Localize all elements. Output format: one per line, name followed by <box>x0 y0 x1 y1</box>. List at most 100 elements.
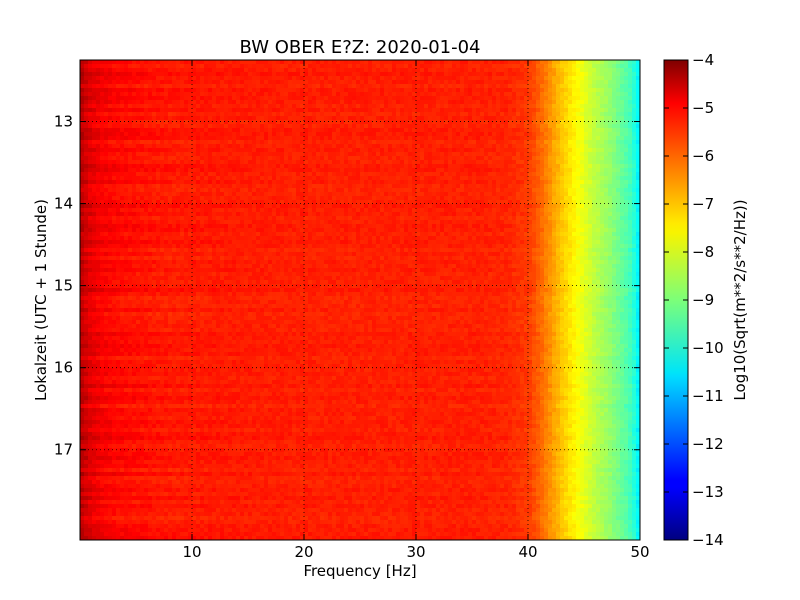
heatmap-cell <box>464 132 469 137</box>
heatmap-cell <box>272 112 277 117</box>
heatmap-cell <box>268 148 273 153</box>
heatmap-cell <box>364 60 369 65</box>
heatmap-cell <box>632 188 637 193</box>
heatmap-cell <box>604 128 609 133</box>
heatmap-cell <box>356 64 361 69</box>
heatmap-cell <box>552 180 557 185</box>
heatmap-cell <box>556 136 561 141</box>
heatmap-cell <box>580 96 585 101</box>
heatmap-cell <box>276 104 281 109</box>
heatmap-cell <box>244 76 249 81</box>
heatmap-cell <box>356 140 361 145</box>
heatmap-cell <box>332 176 337 181</box>
heatmap-cell <box>284 68 289 73</box>
heatmap-cell <box>552 168 557 173</box>
heatmap-cell <box>356 72 361 77</box>
heatmap-cell <box>224 64 229 69</box>
heatmap-cell <box>224 88 229 93</box>
heatmap-cell <box>112 164 117 169</box>
heatmap-cell <box>428 164 433 169</box>
heatmap-cell <box>500 112 505 117</box>
heatmap-cell <box>392 92 397 97</box>
heatmap-cell <box>584 116 589 121</box>
heatmap-cell <box>404 164 409 169</box>
heatmap-cell <box>268 168 273 173</box>
heatmap-cell <box>424 68 429 73</box>
heatmap-cell <box>572 180 577 185</box>
heatmap-cell <box>136 80 141 85</box>
heatmap-cell <box>112 128 117 133</box>
heatmap-cell <box>548 136 553 141</box>
heatmap-cell <box>128 176 133 181</box>
heatmap-cell <box>420 76 425 81</box>
heatmap-cell <box>404 72 409 77</box>
heatmap-cell <box>384 64 389 69</box>
heatmap-cell <box>476 96 481 101</box>
heatmap-cell <box>112 76 117 81</box>
heatmap-cell <box>444 120 449 125</box>
heatmap-cell <box>220 132 225 137</box>
heatmap-cell <box>464 196 469 201</box>
heatmap-cell <box>200 152 205 157</box>
heatmap-cell <box>340 164 345 169</box>
heatmap-cell <box>312 72 317 77</box>
heatmap-cell <box>420 152 425 157</box>
heatmap-cell <box>428 168 433 173</box>
heatmap-cell <box>428 156 433 161</box>
heatmap-cell <box>160 88 165 93</box>
heatmap-cell <box>336 88 341 93</box>
heatmap-cell <box>464 72 469 77</box>
heatmap-cell <box>380 84 385 89</box>
heatmap-cell <box>228 60 233 65</box>
heatmap-cell <box>592 128 597 133</box>
heatmap-cell <box>600 164 605 169</box>
heatmap-cell <box>96 108 101 113</box>
heatmap-cell <box>88 192 93 197</box>
heatmap-cell <box>156 64 161 69</box>
heatmap-cell <box>288 72 293 77</box>
heatmap-cell <box>460 72 465 77</box>
heatmap-cell <box>180 172 185 177</box>
heatmap-cell <box>500 184 505 189</box>
heatmap-cell <box>568 120 573 125</box>
heatmap-cell <box>264 64 269 69</box>
heatmap-cell <box>232 176 237 181</box>
heatmap-cell <box>480 180 485 185</box>
heatmap-cell <box>388 176 393 181</box>
heatmap-cell <box>256 112 261 117</box>
heatmap-cell <box>360 128 365 133</box>
heatmap-cell <box>280 144 285 149</box>
heatmap-cell <box>244 152 249 157</box>
heatmap-cell <box>624 136 629 141</box>
heatmap-cell <box>204 156 209 161</box>
heatmap-cell <box>408 116 413 121</box>
heatmap-cell <box>344 92 349 97</box>
heatmap-cell <box>568 156 573 161</box>
heatmap-cell <box>528 100 533 105</box>
heatmap-cell <box>588 188 593 193</box>
heatmap-cell <box>92 76 97 81</box>
heatmap-cell <box>468 196 473 201</box>
heatmap-cell <box>544 124 549 129</box>
heatmap-cell <box>164 136 169 141</box>
heatmap-cell <box>628 116 633 121</box>
heatmap-cell <box>348 72 353 77</box>
heatmap-cell <box>392 136 397 141</box>
heatmap-cell <box>356 108 361 113</box>
heatmap-cell <box>596 136 601 141</box>
heatmap-cell <box>516 120 521 125</box>
heatmap-cell <box>580 120 585 125</box>
heatmap-cell <box>92 164 97 169</box>
heatmap-cell <box>428 148 433 153</box>
heatmap-cell <box>128 72 133 77</box>
heatmap-cell <box>444 112 449 117</box>
heatmap-cell <box>580 104 585 109</box>
heatmap-cell <box>200 88 205 93</box>
heatmap-cell <box>564 120 569 125</box>
heatmap-cell <box>592 156 597 161</box>
heatmap-cell <box>332 168 337 173</box>
heatmap-cell <box>228 84 233 89</box>
heatmap-cell <box>96 180 101 185</box>
heatmap-cell <box>552 100 557 105</box>
heatmap-cell <box>432 140 437 145</box>
